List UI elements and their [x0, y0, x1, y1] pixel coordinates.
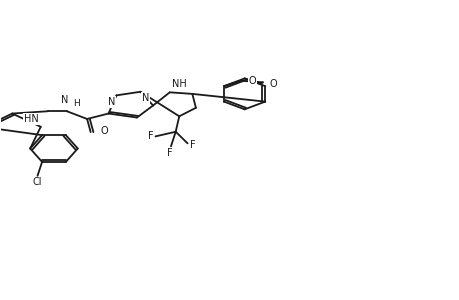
Text: N: N [61, 95, 68, 105]
Text: O: O [248, 76, 256, 86]
Text: F: F [147, 131, 153, 141]
Text: N: N [141, 93, 149, 103]
Text: NH: NH [172, 79, 186, 89]
Text: H: H [73, 99, 80, 108]
Text: Cl: Cl [33, 177, 42, 187]
Text: N: N [107, 97, 115, 107]
Text: O: O [269, 79, 276, 89]
Text: F: F [167, 148, 172, 158]
Text: O: O [101, 126, 108, 136]
Text: F: F [190, 140, 195, 150]
Text: HN: HN [24, 114, 39, 124]
